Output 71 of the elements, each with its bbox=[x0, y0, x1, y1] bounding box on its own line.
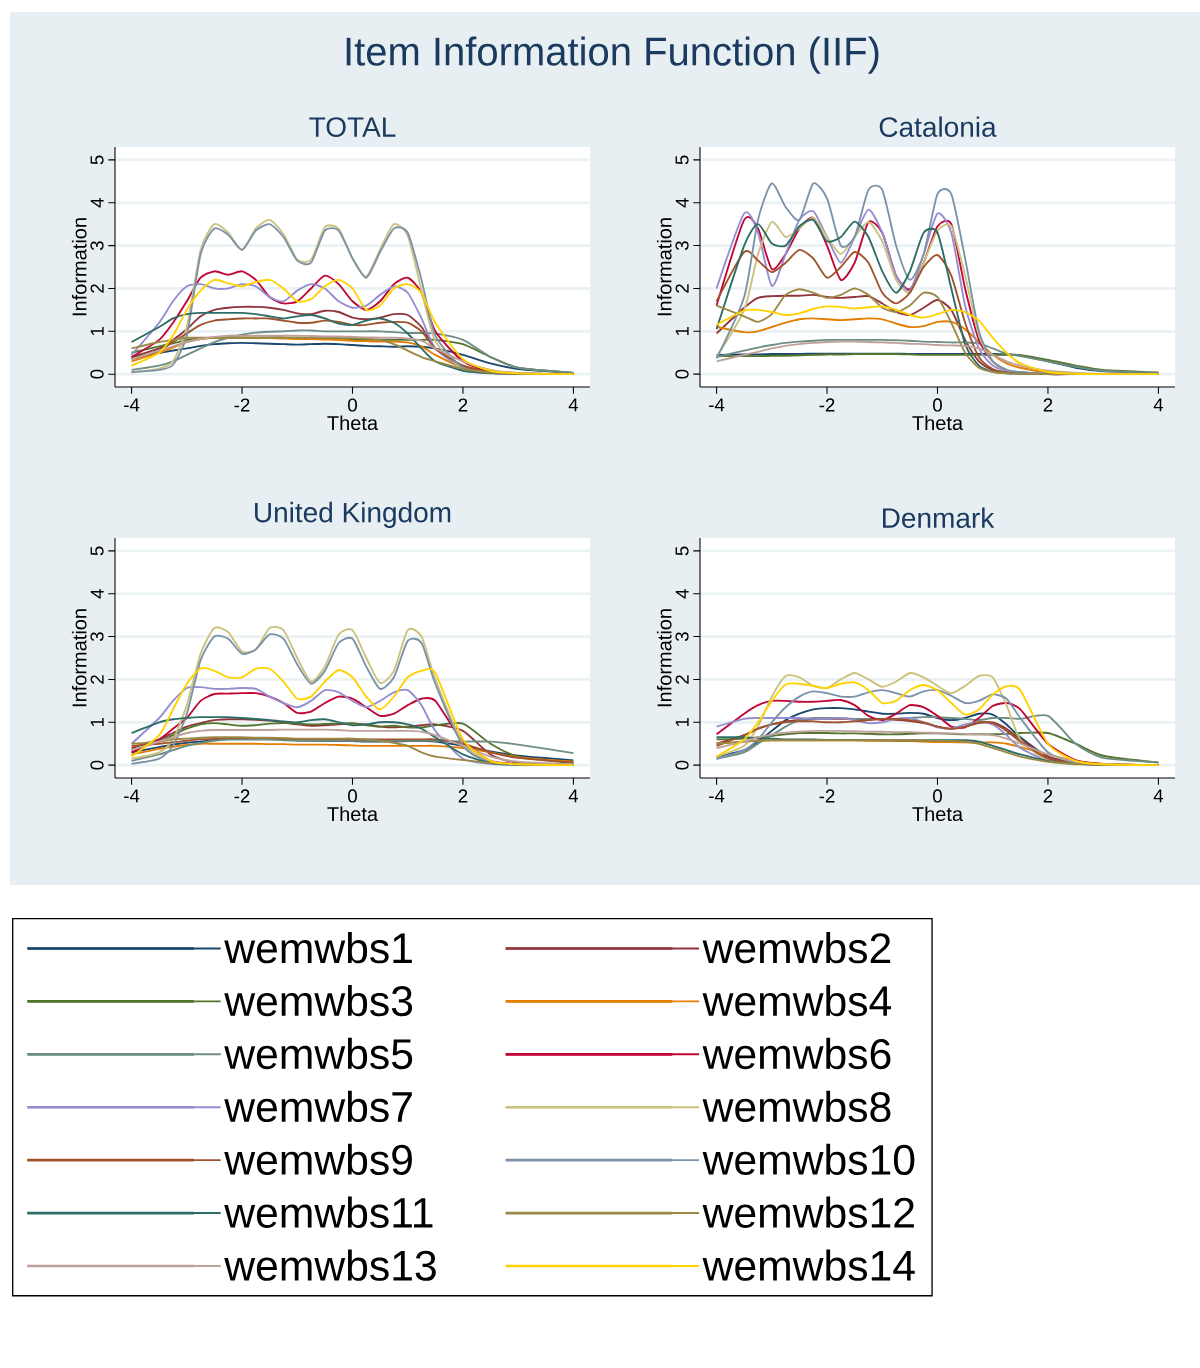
x-tick-label: 0 bbox=[933, 398, 942, 412]
y-tick-label: 3 bbox=[675, 241, 689, 251]
y-tick-label: 0 bbox=[90, 760, 104, 770]
y-tick-label: 4 bbox=[90, 589, 104, 599]
y-tick-label: 5 bbox=[90, 546, 104, 556]
x-tick-label: 2 bbox=[1043, 398, 1053, 412]
y-tick-label: 2 bbox=[675, 675, 689, 684]
y-tick-label: 2 bbox=[90, 675, 104, 684]
x-tick-label: -4 bbox=[124, 789, 140, 803]
chart-title: Item Information Function (IIF) bbox=[346, 36, 879, 74]
y-axis-title: Information bbox=[656, 609, 672, 707]
y-tick-label: 0 bbox=[675, 369, 689, 379]
legend-label: wemwbs5 bbox=[224, 1037, 413, 1070]
y-tick-label: 3 bbox=[675, 632, 689, 642]
y-tick-label: 2 bbox=[90, 284, 104, 293]
legend-label: wemwbs13 bbox=[224, 1249, 436, 1281]
y-tick-label: 1 bbox=[90, 718, 104, 727]
legend-label: wemwbs1 bbox=[224, 932, 412, 964]
x-axis-title: Theta bbox=[327, 415, 379, 431]
x-tick-label: 4 bbox=[1153, 398, 1164, 412]
x-tick-label: -2 bbox=[234, 789, 250, 803]
legend-label: wemwbs11 bbox=[224, 1196, 433, 1228]
y-axis-title: Information bbox=[656, 218, 672, 316]
y-axis-title: Information bbox=[71, 609, 87, 707]
x-tick-label: 4 bbox=[568, 789, 579, 803]
x-tick-label: 4 bbox=[568, 398, 579, 412]
y-tick-label: 4 bbox=[90, 198, 104, 208]
y-tick-label: 0 bbox=[675, 760, 689, 770]
x-tick-label: -2 bbox=[819, 398, 835, 412]
x-tick-label: 0 bbox=[933, 789, 942, 803]
x-tick-label: -4 bbox=[124, 398, 140, 412]
y-tick-label: 1 bbox=[675, 718, 689, 727]
legend-label: wemwbs6 bbox=[702, 1037, 891, 1070]
legend-label: wemwbs4 bbox=[702, 984, 892, 1017]
y-tick-label: 5 bbox=[675, 546, 689, 556]
chart-title: Denmark bbox=[883, 507, 995, 528]
legend-label: wemwbs8 bbox=[702, 1090, 891, 1123]
chart-title: Catalonia bbox=[879, 116, 997, 137]
x-tick-label: 0 bbox=[348, 398, 357, 412]
x-tick-label: 2 bbox=[1043, 789, 1053, 803]
x-tick-label: -2 bbox=[234, 398, 250, 412]
x-tick-label: -4 bbox=[709, 789, 725, 803]
x-tick-label: 0 bbox=[348, 789, 357, 803]
x-tick-label: 2 bbox=[458, 398, 468, 412]
x-tick-label: -2 bbox=[819, 789, 835, 803]
legend-label: wemwbs3 bbox=[224, 984, 413, 1017]
y-tick-label: 2 bbox=[675, 284, 689, 293]
y-tick-label: 1 bbox=[675, 327, 689, 336]
y-tick-label: 3 bbox=[90, 632, 104, 642]
legend-label: wemwbs9 bbox=[224, 1143, 412, 1176]
y-tick-label: 5 bbox=[675, 155, 689, 165]
legend-label: wemwbs12 bbox=[702, 1196, 914, 1228]
legend-label: wemwbs14 bbox=[702, 1249, 915, 1281]
y-tick-label: 0 bbox=[90, 369, 104, 379]
chart-title: United Kingdom bbox=[255, 501, 451, 528]
y-tick-label: 4 bbox=[675, 589, 689, 599]
y-tick-label: 5 bbox=[90, 155, 104, 165]
chart-subtitle: TOTAL bbox=[309, 117, 396, 137]
x-tick-label: 2 bbox=[458, 789, 468, 803]
legend-label: wemwbs2 bbox=[702, 932, 891, 964]
y-axis-title: Information bbox=[71, 218, 87, 316]
y-tick-label: 1 bbox=[90, 327, 104, 336]
x-axis-title: Theta bbox=[912, 415, 964, 431]
y-tick-label: 4 bbox=[675, 198, 689, 208]
x-tick-label: 4 bbox=[1153, 789, 1164, 803]
x-axis-title: Theta bbox=[912, 806, 964, 822]
legend-label: wemwbs10 bbox=[702, 1143, 915, 1176]
x-tick-label: -4 bbox=[709, 398, 725, 412]
y-tick-label: 3 bbox=[90, 241, 104, 251]
x-axis-title: Theta bbox=[327, 806, 379, 822]
legend-label: wemwbs7 bbox=[224, 1090, 412, 1123]
